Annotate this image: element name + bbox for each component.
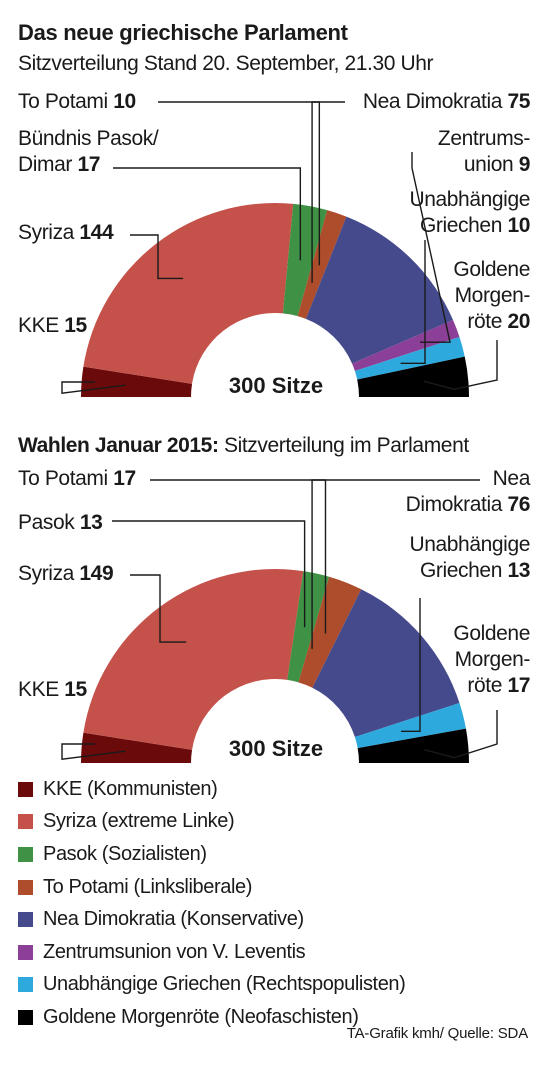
leader-line-pasok-1 [113, 167, 302, 261]
legend-swatch-syriza [18, 814, 33, 830]
leader-line-golden-2 [424, 710, 498, 759]
legend: KKE (Kommunisten) Syriza (extreme Linke) P… [18, 773, 406, 1034]
center-label-1: 300 Sitze [228, 373, 324, 398]
label-golden-2: Goldene Morgen- röte 17 [453, 622, 530, 697]
legend-label-golden: Goldene Morgenröte (Neofaschisten) [43, 1005, 359, 1028]
label-nd-1: Nea Dimokratia 75 [362, 90, 531, 113]
leader-line-kke-1 [61, 381, 126, 395]
center-label-2: 300 Sitze [228, 736, 324, 761]
legend-label-pasok: Pasok (Sozialisten) [43, 842, 207, 865]
slice-kke-2 [81, 732, 193, 763]
legend-label-syriza: Syriza (extreme Linke) [43, 810, 235, 833]
label-syriza-1: Syriza 144 [18, 221, 114, 244]
slice-potami-2 [298, 576, 362, 688]
legend-swatch-anel [18, 977, 33, 993]
slice-nd-2 [312, 589, 460, 738]
leader-line-syriza-2 [130, 574, 187, 643]
legend-item-kke: KKE (Kommunisten) [18, 773, 405, 806]
legend-item-nd: Nea Dimokratia (Konservative) [18, 903, 405, 936]
label-potami-1: To Potami 10 [18, 90, 136, 113]
leader-line-zentrum-1 [411, 152, 451, 343]
label-pasok-1: Bündnis Pasok/ Dimar 17 [18, 127, 159, 176]
half-donut-chart-january [61, 479, 498, 763]
label-anel-1: Unabhängige Griechen 10 [409, 188, 530, 237]
slice-anel-2 [354, 703, 466, 749]
leader-line-golden-1 [423, 340, 498, 391]
legend-label-nd: Nea Dimokratia (Konservative) [43, 908, 304, 931]
chart-title: Das neue griechische Parlament [18, 20, 348, 45]
legend-label-kke: KKE (Kommunisten) [43, 777, 218, 800]
slice-pasok-2 [287, 571, 330, 683]
legend-label-potami: To Potami (Linksliberale) [43, 875, 252, 898]
half-donut-chart-september [61, 101, 498, 397]
label-pasok-2: Pasok 13 [18, 511, 103, 534]
label-nd-2: Nea Dimokratia 76 [405, 467, 531, 516]
leader-line-syriza-1 [130, 234, 184, 280]
label-syriza-2: Syriza 149 [18, 562, 114, 585]
label-potami-2: To Potami 17 [18, 467, 136, 490]
legend-item-anel: Unabhängige Griechen (Rechtspopulisten) [18, 969, 406, 1002]
legend-label-zentrum: Zentrumsunion von V. Leventis [43, 940, 306, 963]
leader-line-kke-2 [61, 743, 126, 761]
slice-golden-1 [357, 356, 469, 397]
legend-item-pasok: Pasok (Sozialisten) [18, 838, 405, 871]
legend-swatch-golden [18, 1009, 33, 1025]
legend-item-potami: To Potami (Linksliberale) [18, 871, 405, 904]
legend-swatch-pasok [18, 846, 33, 862]
slice-zentrum-1 [352, 319, 460, 372]
legend-label-anel: Unabhängige Griechen (Rechtspopulisten) [43, 973, 406, 996]
label-zentrum-1: Zentrums- union 9 [437, 127, 531, 176]
label-golden-1: Goldene Morgen- röte 20 [453, 258, 530, 333]
legend-swatch-potami [18, 879, 33, 895]
leader-line-anel-1 [400, 240, 426, 365]
legend-swatch-kke [18, 781, 33, 797]
label-kke-1: KKE 15 [18, 314, 87, 337]
label-anel-2: Unabhängige Griechen 13 [409, 533, 530, 582]
leader-line-pasok-2 [112, 520, 306, 628]
leader-line-anel-2 [401, 598, 421, 733]
label-kke-2: KKE 15 [18, 678, 87, 701]
slice-pasok-1 [282, 203, 328, 317]
slice-nd-1 [305, 216, 454, 364]
slice-syriza-1 [83, 202, 294, 384]
legend-item-zentrum: Zentrumsunion von V. Leventis [18, 936, 405, 969]
chart2-title: Wahlen Januar 2015: Sitzverteilung im Pa… [18, 434, 469, 457]
leader-line-nd-2 [311, 479, 480, 649]
slice-potami-1 [297, 210, 347, 319]
leader-line-nd-1 [311, 101, 345, 283]
source-credit: TA-Grafik kmh/ Quelle: SDA [346, 1025, 528, 1042]
legend-swatch-zentrum [18, 944, 33, 960]
legend-item-golden: Goldene Morgenröte (Neofaschisten) [18, 1001, 405, 1034]
chart-subtitle: Sitzverteilung Stand 20. September, 21.3… [18, 52, 434, 75]
slice-anel-1 [354, 337, 465, 380]
legend-item-syriza: Syriza (extreme Linke) [18, 806, 405, 839]
slice-kke-1 [81, 366, 193, 397]
legend-swatch-nd [18, 912, 33, 928]
slice-syriza-2 [83, 569, 304, 750]
